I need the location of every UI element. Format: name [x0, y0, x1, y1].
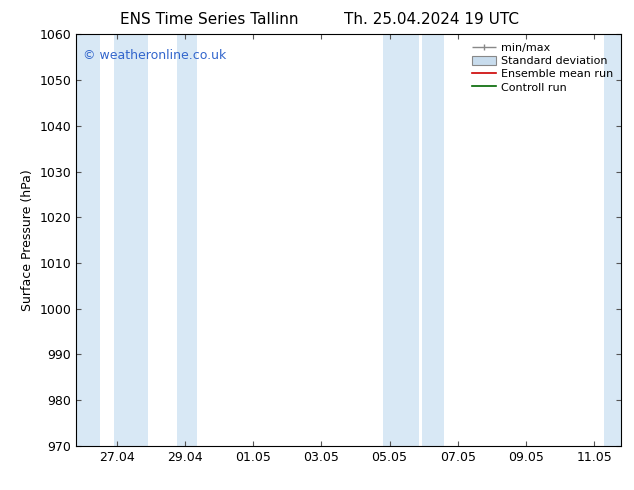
Text: ENS Time Series Tallinn: ENS Time Series Tallinn	[120, 12, 299, 27]
Bar	[113, 34, 148, 446]
Text: © weatheronline.co.uk: © weatheronline.co.uk	[83, 49, 226, 62]
Bar	[177, 34, 197, 446]
Legend: min/max, Standard deviation, Ensemble mean run, Controll run: min/max, Standard deviation, Ensemble me…	[470, 40, 615, 95]
Bar	[383, 34, 418, 446]
Bar	[422, 34, 444, 446]
Bar	[604, 34, 621, 446]
Text: Th. 25.04.2024 19 UTC: Th. 25.04.2024 19 UTC	[344, 12, 519, 27]
Y-axis label: Surface Pressure (hPa): Surface Pressure (hPa)	[21, 169, 34, 311]
Bar	[76, 34, 100, 446]
